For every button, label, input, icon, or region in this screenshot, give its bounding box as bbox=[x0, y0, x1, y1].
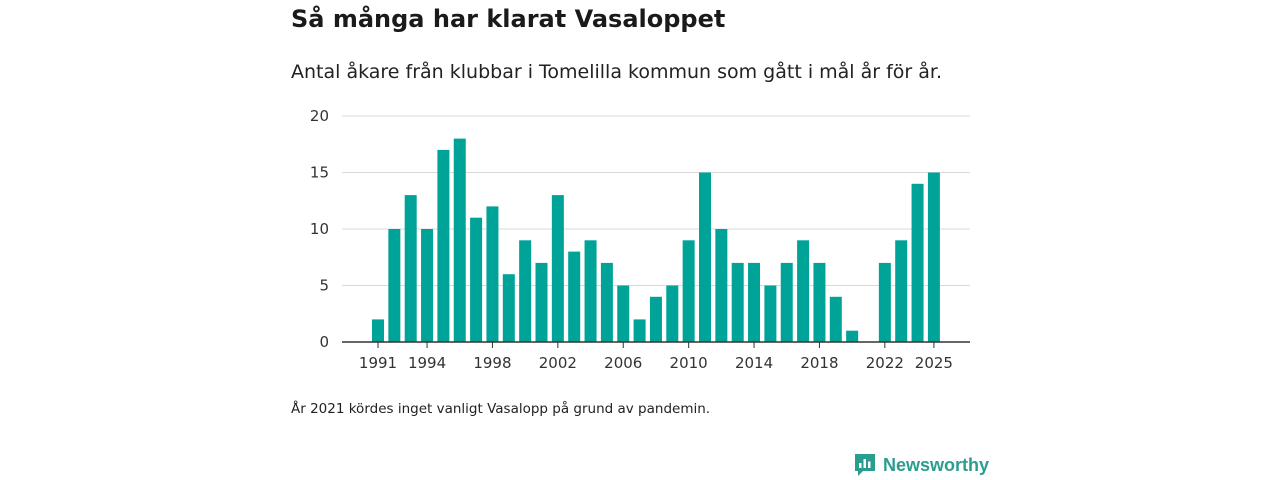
bar-2023 bbox=[895, 240, 908, 342]
bar-2019 bbox=[829, 296, 842, 342]
bar-2000 bbox=[519, 240, 532, 342]
bar-1997 bbox=[470, 217, 483, 342]
bar-2025 bbox=[927, 172, 940, 342]
bar-1995 bbox=[437, 149, 450, 342]
bar-2007 bbox=[633, 319, 646, 342]
bar-1996 bbox=[453, 138, 466, 342]
bar-2024 bbox=[911, 183, 924, 342]
bar-2010 bbox=[682, 240, 695, 342]
bar-2006 bbox=[617, 285, 630, 342]
y-tick-label-5: 5 bbox=[319, 277, 329, 295]
x-tick-label-1998: 1998 bbox=[473, 354, 511, 372]
y-tick-label-20: 20 bbox=[310, 107, 329, 125]
bar-1999 bbox=[502, 274, 515, 342]
bar-2012 bbox=[715, 229, 728, 342]
newsworthy-logo-icon bbox=[855, 454, 875, 476]
y-tick-label-15: 15 bbox=[310, 164, 329, 182]
bar-2001 bbox=[535, 262, 548, 342]
x-tick-label-2025: 2025 bbox=[915, 354, 953, 372]
y-tick-label-10: 10 bbox=[310, 220, 329, 238]
bar-2003 bbox=[568, 251, 581, 342]
bar-chart: 0 5 10 15 20 1991 1994 1998 2002 2006 2010 2014 2018… bbox=[310, 107, 970, 372]
bar-1992 bbox=[388, 229, 401, 342]
x-tick-label-2002: 2002 bbox=[539, 354, 577, 372]
x-tick-label-2022: 2022 bbox=[866, 354, 904, 372]
bar-2009 bbox=[666, 285, 679, 342]
bar-1998 bbox=[486, 206, 499, 342]
bar-2022 bbox=[878, 262, 891, 342]
x-tick-label-2010: 2010 bbox=[670, 354, 708, 372]
brand-logo: Newsworthy bbox=[853, 452, 989, 478]
bar-1993 bbox=[404, 195, 417, 342]
bar-2008 bbox=[649, 296, 662, 342]
bar-2002 bbox=[551, 195, 564, 342]
bar-1994 bbox=[421, 229, 434, 342]
footnote: År 2021 kördes inget vanligt Vasalopp på… bbox=[291, 401, 711, 417]
y-tick-label-0: 0 bbox=[319, 333, 329, 351]
x-tick-label-2018: 2018 bbox=[800, 354, 838, 372]
x-tick-label-2014: 2014 bbox=[735, 354, 773, 372]
bar-2004 bbox=[584, 240, 597, 342]
bar-2017 bbox=[797, 240, 810, 342]
brand-name: Newsworthy bbox=[883, 454, 990, 475]
bar-2005 bbox=[600, 262, 613, 342]
bar-1991 bbox=[372, 319, 384, 342]
bar-2014 bbox=[748, 262, 761, 342]
x-tick-label-2006: 2006 bbox=[604, 354, 642, 372]
bar-2013 bbox=[731, 262, 744, 342]
bar-2015 bbox=[764, 285, 777, 342]
x-tick-label-1991: 1991 bbox=[359, 354, 397, 372]
x-tick-label-1994: 1994 bbox=[408, 354, 446, 372]
bar-2011 bbox=[699, 172, 711, 342]
chart-subtitle: Antal åkare från klubbar i Tomelilla kom… bbox=[291, 61, 943, 83]
bar-2016 bbox=[780, 262, 793, 342]
bar-2018 bbox=[813, 262, 826, 342]
chart-title: Så många har klarat Vasaloppet bbox=[291, 5, 726, 33]
bar-2020 bbox=[846, 330, 859, 342]
